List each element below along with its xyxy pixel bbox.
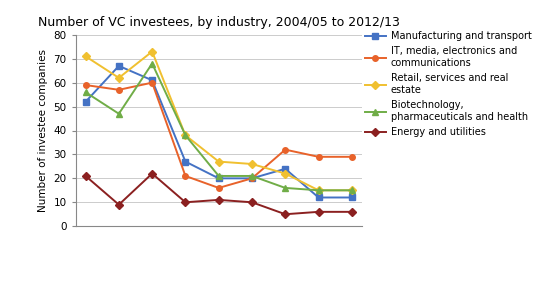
Manufacturing and transport bbox=[182, 160, 188, 163]
Energy and utilities bbox=[116, 203, 122, 206]
Manufacturing and transport bbox=[249, 177, 255, 180]
Retail, services and real
estate bbox=[249, 162, 255, 166]
Biotechnology,
pharmaceuticals and health bbox=[215, 174, 222, 178]
Title: Number of VC investees, by industry, 2004/05 to 2012/13: Number of VC investees, by industry, 200… bbox=[38, 17, 400, 30]
Energy and utilities bbox=[249, 201, 255, 204]
Manufacturing and transport bbox=[349, 196, 355, 199]
Biotechnology,
pharmaceuticals and health bbox=[116, 112, 122, 115]
Line: Manufacturing and transport: Manufacturing and transport bbox=[83, 63, 355, 200]
IT, media, electronics and
communications bbox=[315, 155, 322, 159]
Energy and utilities bbox=[349, 210, 355, 213]
IT, media, electronics and
communications bbox=[249, 177, 255, 180]
Line: IT, media, electronics and
communications: IT, media, electronics and communication… bbox=[83, 80, 355, 191]
IT, media, electronics and
communications bbox=[116, 88, 122, 92]
Manufacturing and transport bbox=[315, 196, 322, 199]
Energy and utilities bbox=[182, 201, 188, 204]
Retail, services and real
estate bbox=[315, 188, 322, 192]
IT, media, electronics and
communications bbox=[149, 81, 156, 84]
IT, media, electronics and
communications bbox=[349, 155, 355, 159]
IT, media, electronics and
communications bbox=[82, 83, 89, 87]
Energy and utilities bbox=[215, 198, 222, 202]
Retail, services and real
estate bbox=[349, 188, 355, 192]
Legend: Manufacturing and transport, IT, media, electronics and
communications, Retail, : Manufacturing and transport, IT, media, … bbox=[364, 31, 532, 137]
Energy and utilities bbox=[82, 174, 89, 178]
Biotechnology,
pharmaceuticals and health bbox=[182, 133, 188, 137]
Line: Retail, services and real
estate: Retail, services and real estate bbox=[83, 49, 355, 193]
IT, media, electronics and
communications bbox=[282, 148, 288, 151]
IT, media, electronics and
communications bbox=[215, 186, 222, 190]
Biotechnology,
pharmaceuticals and health bbox=[282, 186, 288, 190]
Biotechnology,
pharmaceuticals and health bbox=[349, 188, 355, 192]
Biotechnology,
pharmaceuticals and health bbox=[149, 62, 156, 65]
Biotechnology,
pharmaceuticals and health bbox=[82, 90, 89, 94]
Energy and utilities bbox=[315, 210, 322, 213]
Energy and utilities bbox=[149, 172, 156, 175]
Manufacturing and transport bbox=[116, 64, 122, 68]
Energy and utilities bbox=[282, 213, 288, 216]
Biotechnology,
pharmaceuticals and health bbox=[315, 188, 322, 192]
IT, media, electronics and
communications bbox=[182, 174, 188, 178]
Retail, services and real
estate bbox=[149, 50, 156, 53]
Line: Biotechnology,
pharmaceuticals and health: Biotechnology, pharmaceuticals and healt… bbox=[83, 61, 355, 193]
Retail, services and real
estate bbox=[215, 160, 222, 163]
Biotechnology,
pharmaceuticals and health bbox=[249, 174, 255, 178]
Retail, services and real
estate bbox=[116, 76, 122, 80]
Manufacturing and transport bbox=[282, 167, 288, 171]
Retail, services and real
estate bbox=[182, 133, 188, 137]
Line: Energy and utilities: Energy and utilities bbox=[83, 171, 355, 217]
Manufacturing and transport bbox=[215, 177, 222, 180]
Y-axis label: Number of investee companies: Number of investee companies bbox=[38, 49, 48, 212]
Manufacturing and transport bbox=[82, 100, 89, 104]
Retail, services and real
estate bbox=[282, 172, 288, 175]
Manufacturing and transport bbox=[149, 79, 156, 82]
Retail, services and real
estate bbox=[82, 55, 89, 58]
